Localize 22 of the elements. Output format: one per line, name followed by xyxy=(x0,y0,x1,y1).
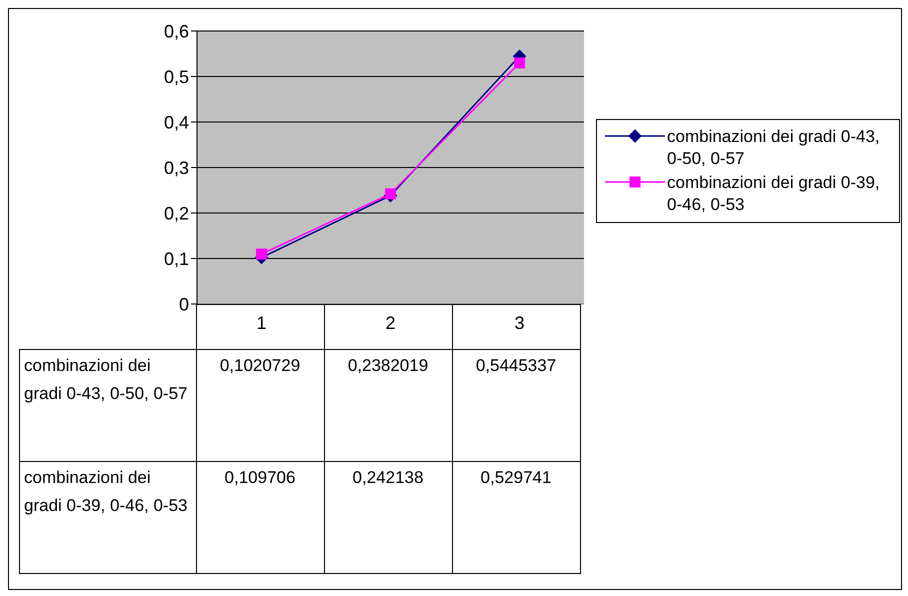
point xyxy=(256,248,267,260)
y-tick-label: 0,6 xyxy=(164,21,189,42)
point xyxy=(514,57,525,68)
data-label: 0,2382019 xyxy=(324,350,452,462)
data-label: 0,5445337 xyxy=(452,350,580,462)
x-tick-label: 3 xyxy=(514,312,525,333)
y-tick-label: 0,1 xyxy=(164,248,189,269)
data-label: 0,242138 xyxy=(324,462,452,574)
y-tick-label: 0,5 xyxy=(164,66,189,87)
x-tick-label: 2 xyxy=(385,312,396,333)
data-label: 0,529741 xyxy=(452,462,580,574)
text: combinazioni dei gradi 0-39, 0-46, 0-53 xyxy=(24,468,188,515)
y-tick-label: 0 xyxy=(178,294,189,314)
text: combinazioni dei gradi 0-43, 0-50, 0-57 xyxy=(24,356,188,403)
legend-label: combinazioni dei gradi 0-39, 0-46, 0-53 xyxy=(667,172,881,216)
y-tick-label: 0,2 xyxy=(164,203,189,224)
data-label: 0,109706 xyxy=(196,462,324,574)
point xyxy=(385,188,396,200)
x-tick-label: 1 xyxy=(256,312,267,333)
data-label: 0,1020729 xyxy=(196,350,324,462)
y-tick-label: 0,4 xyxy=(164,112,189,132)
y-tick-label: 0,3 xyxy=(164,158,189,178)
